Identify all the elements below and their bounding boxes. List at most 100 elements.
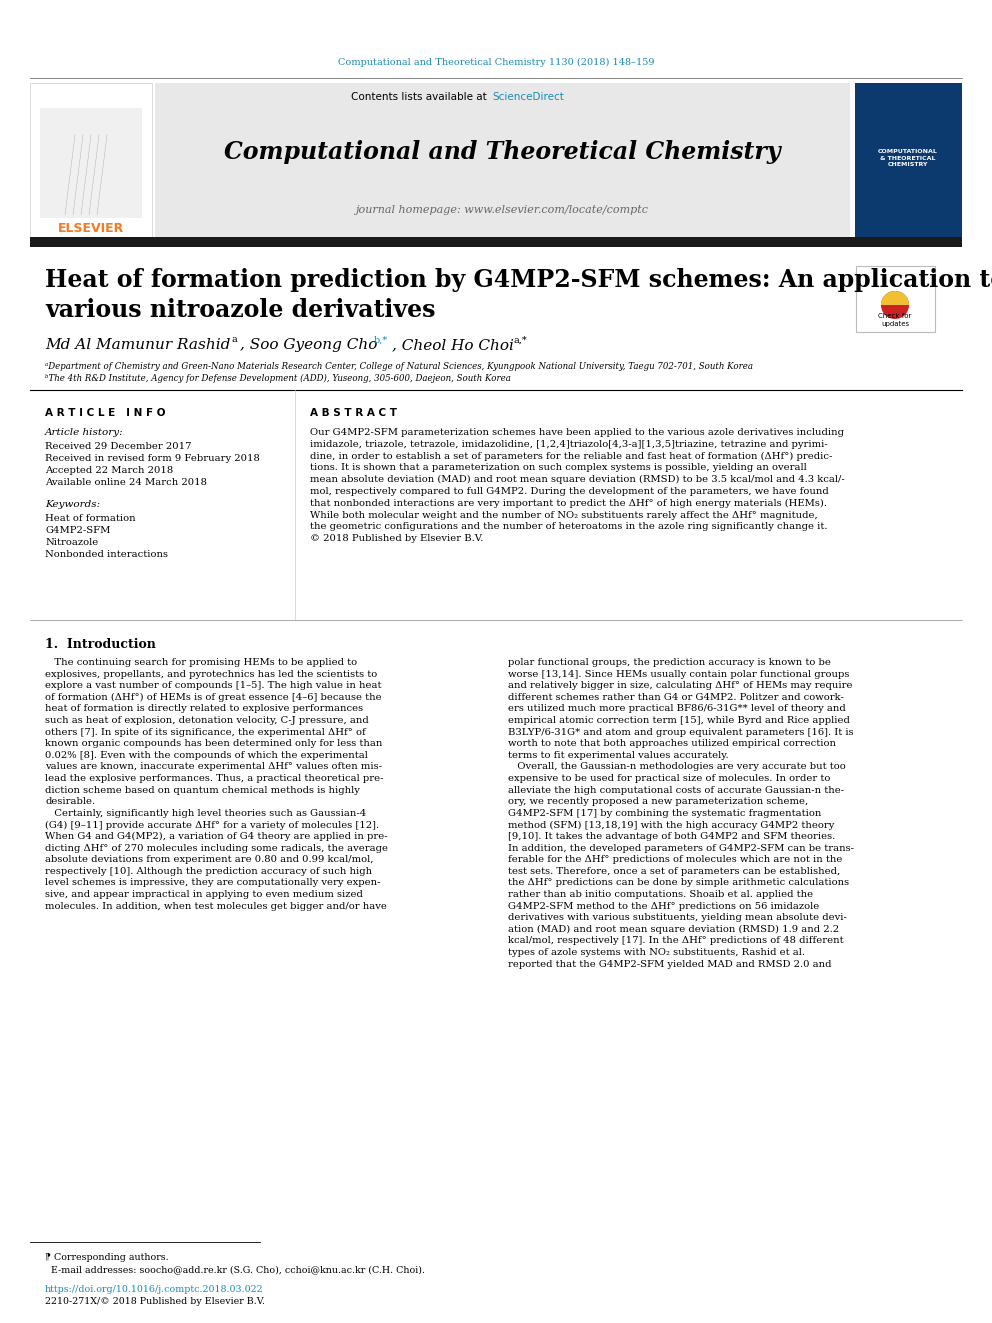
Text: heat of formation is directly related to explosive performances: heat of formation is directly related to… xyxy=(45,704,363,713)
Text: dicting ΔHf° of 270 molecules including some radicals, the average: dicting ΔHf° of 270 molecules including … xyxy=(45,844,388,852)
Text: empirical atomic correction term [15], while Byrd and Rice applied: empirical atomic correction term [15], w… xyxy=(508,716,850,725)
Text: Computational and Theoretical Chemistry 1130 (2018) 148–159: Computational and Theoretical Chemistry … xyxy=(337,57,655,66)
Text: tions. It is shown that a parameterization on such complex systems is possible, : tions. It is shown that a parameterizati… xyxy=(310,463,806,472)
Text: rather than ab initio computations. Shoaib et al. applied the: rather than ab initio computations. Shoa… xyxy=(508,890,813,900)
Text: desirable.: desirable. xyxy=(45,798,95,806)
Text: Accepted 22 March 2018: Accepted 22 March 2018 xyxy=(45,466,174,475)
Text: expensive to be used for practical size of molecules. In order to: expensive to be used for practical size … xyxy=(508,774,830,783)
Text: ory, we recently proposed a new parameterization scheme,: ory, we recently proposed a new paramete… xyxy=(508,798,808,806)
Text: b,*: b,* xyxy=(374,336,388,344)
Text: G4MP2-SFM: G4MP2-SFM xyxy=(45,527,110,534)
Text: reported that the G4MP2-SFM yielded MAD and RMSD 2.0 and: reported that the G4MP2-SFM yielded MAD … xyxy=(508,959,831,968)
Text: ELSEVIER: ELSEVIER xyxy=(58,221,124,234)
Text: Received in revised form 9 February 2018: Received in revised form 9 February 2018 xyxy=(45,454,260,463)
Text: https://doi.org/10.1016/j.comptc.2018.03.022: https://doi.org/10.1016/j.comptc.2018.03… xyxy=(45,1285,264,1294)
Text: alleviate the high computational costs of accurate Gaussian-n the-: alleviate the high computational costs o… xyxy=(508,786,844,795)
Text: Certainly, significantly high level theories such as Gaussian-4: Certainly, significantly high level theo… xyxy=(45,808,366,818)
Text: (G4) [9–11] provide accurate ΔHf° for a variety of molecules [12].: (G4) [9–11] provide accurate ΔHf° for a … xyxy=(45,820,379,830)
Text: and relatively bigger in size, calculating ΔHf° of HEMs may require: and relatively bigger in size, calculati… xyxy=(508,681,852,691)
Text: Keywords:: Keywords: xyxy=(45,500,100,509)
Text: a: a xyxy=(232,336,238,344)
Text: Contents lists available at: Contents lists available at xyxy=(351,93,490,102)
Text: 1.  Introduction: 1. Introduction xyxy=(45,638,156,651)
Text: , Cheol Ho Choi: , Cheol Ho Choi xyxy=(392,337,514,352)
Text: Nonbonded interactions: Nonbonded interactions xyxy=(45,550,168,560)
Text: Our G4MP2-SFM parameterization schemes have been applied to the various azole de: Our G4MP2-SFM parameterization schemes h… xyxy=(310,429,844,437)
Text: absolute deviations from experiment are 0.80 and 0.99 kcal/mol,: absolute deviations from experiment are … xyxy=(45,855,374,864)
Text: various nitroazole derivatives: various nitroazole derivatives xyxy=(45,298,435,321)
Text: Computational and Theoretical Chemistry: Computational and Theoretical Chemistry xyxy=(223,140,781,164)
Text: COMPUTATIONAL
& THEORETICAL
CHEMISTRY: COMPUTATIONAL & THEORETICAL CHEMISTRY xyxy=(878,149,938,167)
Text: explosives, propellants, and pyrotechnics has led the scientists to: explosives, propellants, and pyrotechnic… xyxy=(45,669,377,679)
Text: Available online 24 March 2018: Available online 24 March 2018 xyxy=(45,478,207,487)
Text: a,*: a,* xyxy=(514,336,528,344)
Text: of formation (ΔHf°) of HEMs is of great essence [4–6] because the: of formation (ΔHf°) of HEMs is of great … xyxy=(45,693,382,703)
Text: polar functional groups, the prediction accuracy is known to be: polar functional groups, the prediction … xyxy=(508,658,831,667)
Text: While both molecular weight and the number of NO₂ substituents rarely affect the: While both molecular weight and the numb… xyxy=(310,511,817,520)
Bar xyxy=(855,83,962,238)
Text: the ΔHf° predictions can be done by simple arithmetic calculations: the ΔHf° predictions can be done by simp… xyxy=(508,878,849,888)
Text: molecules. In addition, when test molecules get bigger and/or have: molecules. In addition, when test molecu… xyxy=(45,901,387,910)
Text: G4MP2-SFM method to the ΔHf° predictions on 56 imidazole: G4MP2-SFM method to the ΔHf° predictions… xyxy=(508,901,819,910)
Text: worth to note that both approaches utilized empirical correction: worth to note that both approaches utili… xyxy=(508,740,836,749)
Text: different schemes rather than G4 or G4MP2. Politzer and cowork-: different schemes rather than G4 or G4MP… xyxy=(508,693,844,701)
Text: Heat of formation: Heat of formation xyxy=(45,515,136,523)
Text: E-mail addresses: soocho@add.re.kr (S.G. Cho), cchoi@knu.ac.kr (C.H. Choi).: E-mail addresses: soocho@add.re.kr (S.G.… xyxy=(45,1265,425,1274)
Wedge shape xyxy=(881,291,909,306)
Text: Article history:: Article history: xyxy=(45,429,124,437)
Text: Received 29 December 2017: Received 29 December 2017 xyxy=(45,442,191,451)
Text: Check for
updates: Check for updates xyxy=(878,314,912,327)
Bar xyxy=(30,237,962,247)
Text: dine, in order to establish a set of parameters for the reliable and fast heat o: dine, in order to establish a set of par… xyxy=(310,451,832,460)
Text: mean absolute deviation (MAD) and root mean square deviation (RMSD) to be 3.5 kc: mean absolute deviation (MAD) and root m… xyxy=(310,475,845,484)
Text: 2210-271X/© 2018 Published by Elsevier B.V.: 2210-271X/© 2018 Published by Elsevier B… xyxy=(45,1297,265,1306)
Text: G4MP2-SFM [17] by combining the systematic fragmentation: G4MP2-SFM [17] by combining the systemat… xyxy=(508,808,821,818)
Text: explore a vast number of compounds [1–5]. The high value in heat: explore a vast number of compounds [1–5]… xyxy=(45,681,382,691)
Text: derivatives with various substituents, yielding mean absolute devi-: derivatives with various substituents, y… xyxy=(508,913,847,922)
Text: Md Al Mamunur Rashid: Md Al Mamunur Rashid xyxy=(45,337,230,352)
Circle shape xyxy=(881,291,909,319)
Text: mol, respectively compared to full G4MP2. During the development of the paramete: mol, respectively compared to full G4MP2… xyxy=(310,487,828,496)
Text: ers utilized much more practical BF86/6-31G** level of theory and: ers utilized much more practical BF86/6-… xyxy=(508,704,846,713)
Text: ferable for the ΔHf° predictions of molecules which are not in the: ferable for the ΔHf° predictions of mole… xyxy=(508,855,842,864)
Text: B3LYP/6-31G* and atom and group equivalent parameters [16]. It is: B3LYP/6-31G* and atom and group equivale… xyxy=(508,728,854,737)
Text: The continuing search for promising HEMs to be applied to: The continuing search for promising HEMs… xyxy=(45,658,357,667)
Text: worse [13,14]. Since HEMs usually contain polar functional groups: worse [13,14]. Since HEMs usually contai… xyxy=(508,669,849,679)
Text: diction scheme based on quantum chemical methods is highly: diction scheme based on quantum chemical… xyxy=(45,786,360,795)
Text: imidazole, triazole, tetrazole, imidazolidine, [1,2,4]triazolo[4,3-a][1,3,5]tria: imidazole, triazole, tetrazole, imidazol… xyxy=(310,439,827,448)
Text: level schemes is impressive, they are computationally very expen-: level schemes is impressive, they are co… xyxy=(45,878,381,888)
Text: that nonbonded interactions are very important to predict the ΔHf° of high energ: that nonbonded interactions are very imp… xyxy=(310,499,827,508)
Text: others [7]. In spite of its significance, the experimental ΔHf° of: others [7]. In spite of its significance… xyxy=(45,728,366,737)
Text: Overall, the Gaussian-n methodologies are very accurate but too: Overall, the Gaussian-n methodologies ar… xyxy=(508,762,846,771)
Text: kcal/mol, respectively [17]. In the ΔHf° predictions of 48 different: kcal/mol, respectively [17]. In the ΔHf°… xyxy=(508,937,843,946)
Text: ᵇThe 4th R&D Institute, Agency for Defense Development (ADD), Yuseong, 305-600, : ᵇThe 4th R&D Institute, Agency for Defen… xyxy=(45,374,511,384)
Text: ScienceDirect: ScienceDirect xyxy=(492,93,563,102)
Text: In addition, the developed parameters of G4MP2-SFM can be trans-: In addition, the developed parameters of… xyxy=(508,844,854,852)
Text: respectively [10]. Although the prediction accuracy of such high: respectively [10]. Although the predicti… xyxy=(45,867,372,876)
Text: When G4 and G4(MP2), a variation of G4 theory are applied in pre-: When G4 and G4(MP2), a variation of G4 t… xyxy=(45,832,388,841)
Text: Heat of formation prediction by G4MP2-SFM schemes: An application to: Heat of formation prediction by G4MP2-SF… xyxy=(45,269,992,292)
Text: lead the explosive performances. Thus, a practical theoretical pre-: lead the explosive performances. Thus, a… xyxy=(45,774,384,783)
Text: test sets. Therefore, once a set of parameters can be established,: test sets. Therefore, once a set of para… xyxy=(508,867,840,876)
Text: such as heat of explosion, detonation velocity, C-J pressure, and: such as heat of explosion, detonation ve… xyxy=(45,716,369,725)
Text: method (SFM) [13,18,19] with the high accuracy G4MP2 theory: method (SFM) [13,18,19] with the high ac… xyxy=(508,820,834,830)
Text: the geometric configurations and the number of heteroatoms in the azole ring sig: the geometric configurations and the num… xyxy=(310,523,827,532)
Text: © 2018 Published by Elsevier B.V.: © 2018 Published by Elsevier B.V. xyxy=(310,534,483,544)
Text: values are known, inaccurate experimental ΔHf° values often mis-: values are known, inaccurate experimenta… xyxy=(45,762,382,771)
Text: ⁋ Corresponding authors.: ⁋ Corresponding authors. xyxy=(45,1253,169,1262)
Bar xyxy=(30,83,152,238)
Bar xyxy=(40,108,142,218)
Text: [9,10]. It takes the advantage of both G4MP2 and SFM theories.: [9,10]. It takes the advantage of both G… xyxy=(508,832,835,841)
Text: ation (MAD) and root mean square deviation (RMSD) 1.9 and 2.2: ation (MAD) and root mean square deviati… xyxy=(508,925,839,934)
Text: 0.02% [8]. Even with the compounds of which the experimental: 0.02% [8]. Even with the compounds of wh… xyxy=(45,750,368,759)
Text: , Soo Gyeong Cho: , Soo Gyeong Cho xyxy=(240,337,377,352)
Text: A R T I C L E   I N F O: A R T I C L E I N F O xyxy=(45,407,166,418)
Text: terms to fit experimental values accurately.: terms to fit experimental values accurat… xyxy=(508,750,729,759)
Bar xyxy=(155,83,850,238)
Text: sive, and appear impractical in applying to even medium sized: sive, and appear impractical in applying… xyxy=(45,890,363,900)
Text: A B S T R A C T: A B S T R A C T xyxy=(310,407,397,418)
FancyBboxPatch shape xyxy=(856,266,935,332)
Text: types of azole systems with NO₂ substituents, Rashid et al.: types of azole systems with NO₂ substitu… xyxy=(508,949,805,957)
Text: known organic compounds has been determined only for less than: known organic compounds has been determi… xyxy=(45,740,382,749)
Text: ᵃDepartment of Chemistry and Green-Nano Materials Research Center, College of Na: ᵃDepartment of Chemistry and Green-Nano … xyxy=(45,363,753,370)
